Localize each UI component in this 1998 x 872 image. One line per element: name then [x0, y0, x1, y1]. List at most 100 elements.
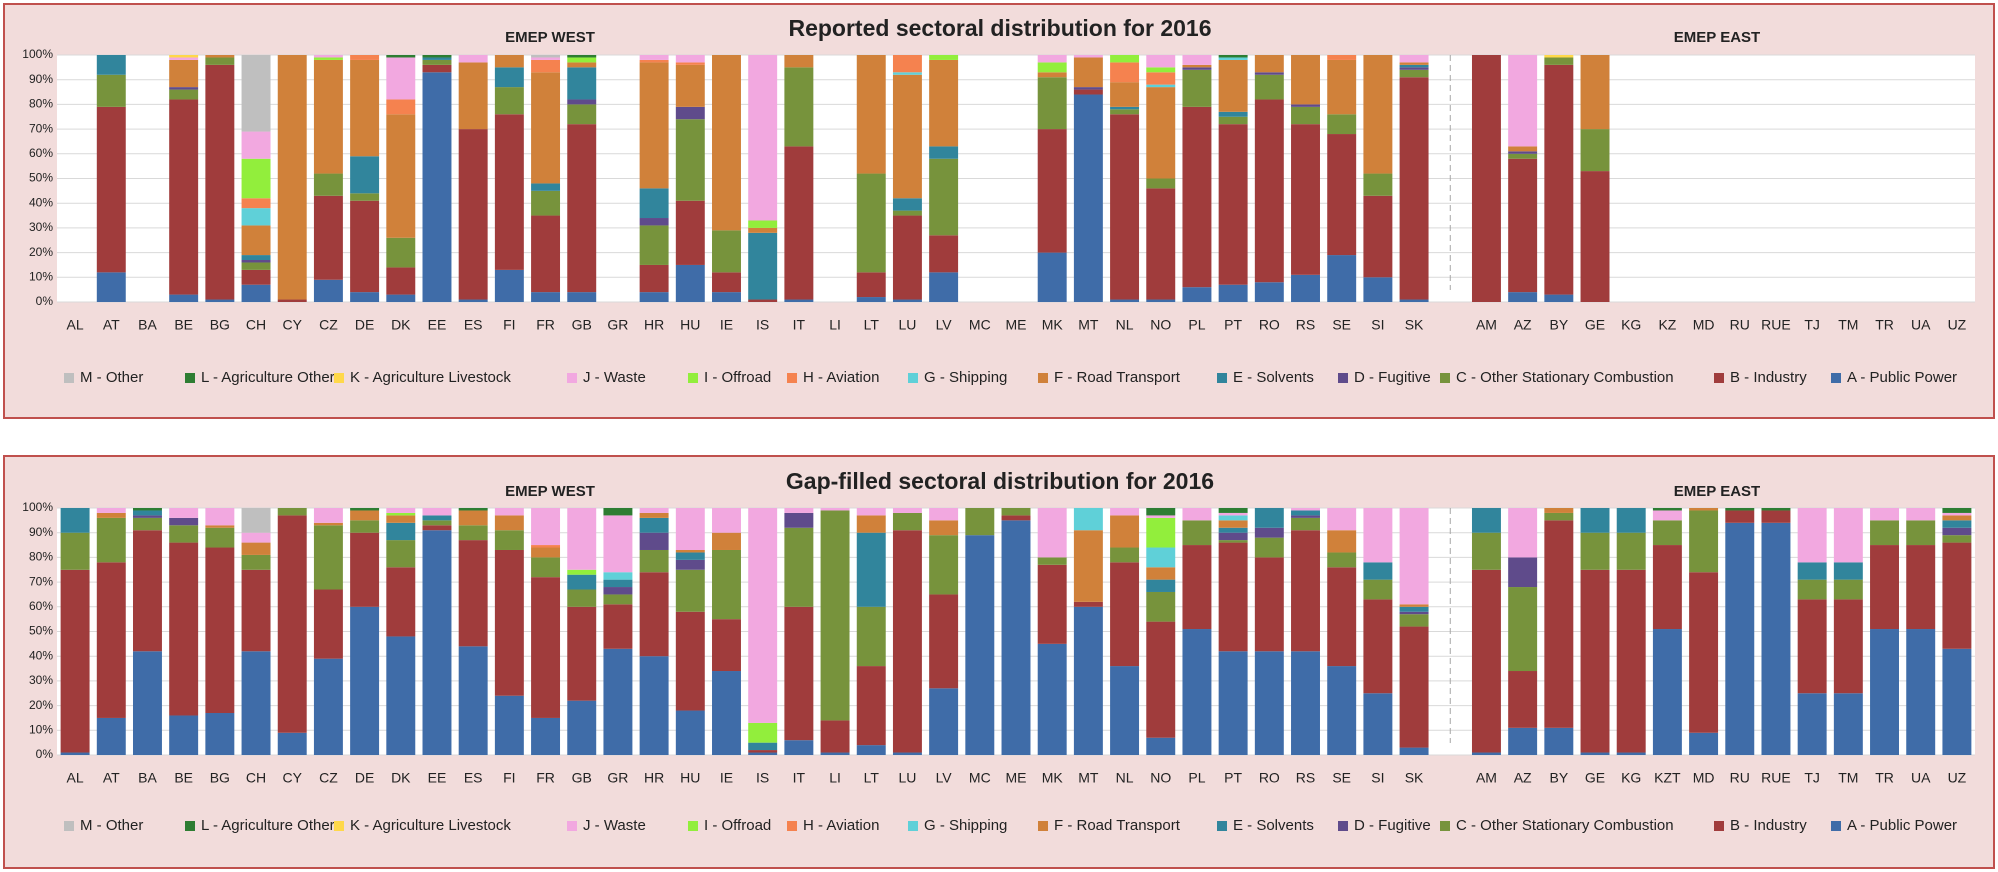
bar-segment — [639, 512, 669, 518]
bar-segment — [1037, 564, 1067, 644]
x-tick-label: PL — [1188, 770, 1205, 786]
bar-segment — [567, 574, 597, 590]
bar-segment — [386, 237, 416, 268]
bar-segment — [784, 527, 814, 607]
bar-segment — [1797, 693, 1827, 755]
legend-swatch — [1217, 821, 1227, 831]
bar-segment — [96, 717, 126, 755]
bar-segment — [132, 510, 162, 516]
bar-segment — [929, 59, 959, 147]
bar-segment — [1761, 510, 1791, 523]
bar-segment — [1218, 651, 1248, 755]
bar-segment — [241, 260, 271, 263]
bar-segment — [929, 235, 959, 273]
bar-segment — [748, 508, 778, 723]
x-tick-label: CZ — [319, 770, 338, 786]
bar-segment — [675, 559, 705, 570]
bar-segment — [494, 269, 524, 302]
bar-segment — [1146, 579, 1176, 592]
legend-swatch — [688, 821, 698, 831]
bar-segment — [531, 508, 561, 546]
bar-segment — [422, 508, 452, 516]
x-tick-label: KG — [1621, 770, 1641, 786]
bar-segment — [639, 59, 669, 63]
bar-segment — [892, 752, 922, 755]
x-tick-label: IE — [720, 317, 733, 333]
x-tick-label: LU — [898, 770, 916, 786]
bar-segment — [1580, 129, 1610, 172]
bar-segment — [675, 569, 705, 612]
legend-item: K - Agriculture Livestock — [334, 369, 511, 386]
legend-label: F - Road Transport — [1054, 817, 1181, 834]
bar-segment — [386, 294, 416, 302]
bar-segment — [458, 508, 488, 511]
region-label: EMEP WEST — [505, 483, 595, 500]
bar-segment — [1146, 567, 1176, 580]
bar-segment — [313, 59, 343, 174]
bar-segment — [386, 636, 416, 755]
x-tick-label: HU — [680, 317, 700, 333]
bar-segment — [639, 517, 669, 533]
bar-segment — [820, 752, 850, 755]
x-tick-label: FI — [503, 317, 515, 333]
x-tick-label: AL — [67, 770, 84, 786]
legend-item: H - Aviation — [787, 817, 879, 834]
bar-segment — [1146, 591, 1176, 622]
bar-segment — [929, 535, 959, 595]
x-tick-label: PT — [1224, 770, 1242, 786]
bar-segment — [1218, 542, 1248, 652]
bar-segment — [1254, 99, 1284, 283]
bar-segment — [1652, 520, 1682, 546]
bar-segment — [1399, 55, 1429, 63]
bar-segment — [1327, 508, 1357, 531]
bar-segment — [1870, 520, 1900, 546]
x-tick-label: BY — [1549, 317, 1568, 333]
bar-segment — [856, 272, 886, 298]
bar-segment — [1291, 510, 1320, 516]
bar-segment — [1073, 57, 1103, 88]
x-tick-label: MT — [1078, 770, 1099, 786]
bar-segment — [1942, 520, 1972, 528]
legend-item: E - Solvents — [1217, 369, 1314, 386]
x-tick-label: LT — [864, 317, 880, 333]
bar-segment — [241, 554, 271, 570]
legend-label: G - Shipping — [924, 369, 1007, 386]
bar-segment — [1508, 146, 1538, 152]
legend-label: M - Other — [80, 817, 143, 834]
bar-segment — [1544, 512, 1574, 521]
x-tick-label: MT — [1078, 317, 1099, 333]
x-tick-label: SI — [1371, 317, 1384, 333]
bar-segment — [494, 87, 524, 115]
bar-segment — [494, 530, 524, 550]
bar-segment — [1327, 666, 1357, 755]
bar-segment — [1254, 72, 1284, 75]
bar-segment — [458, 646, 488, 755]
bar-segment — [1218, 540, 1248, 543]
bar-segment — [1870, 545, 1900, 630]
bar-segment — [169, 525, 199, 543]
x-tick-label: SE — [1332, 317, 1351, 333]
bar-segment — [1110, 55, 1140, 63]
bar-segment — [784, 740, 814, 755]
x-tick-label: MD — [1693, 317, 1715, 333]
x-tick-label: MC — [969, 770, 991, 786]
bar-segment — [241, 284, 271, 302]
bar-segment — [1182, 629, 1212, 755]
bar-segment — [1254, 537, 1284, 558]
x-tick-label: EE — [428, 317, 447, 333]
bar-segment — [1399, 614, 1429, 627]
bar-segment — [567, 292, 597, 302]
bar-segment — [350, 193, 380, 201]
bar-segment — [132, 517, 162, 531]
bar-segment — [241, 225, 271, 256]
bar-segment — [1399, 77, 1429, 300]
bar-segment — [675, 611, 705, 711]
bar-segment — [1942, 542, 1972, 649]
bar-segment — [1399, 606, 1429, 612]
bar-segment — [1508, 727, 1538, 755]
bar-segment — [1544, 520, 1574, 728]
bar-segment — [1327, 567, 1357, 667]
legend-label: B - Industry — [1730, 369, 1807, 386]
x-tick-label: HR — [644, 317, 664, 333]
x-tick-label: LV — [936, 770, 953, 786]
